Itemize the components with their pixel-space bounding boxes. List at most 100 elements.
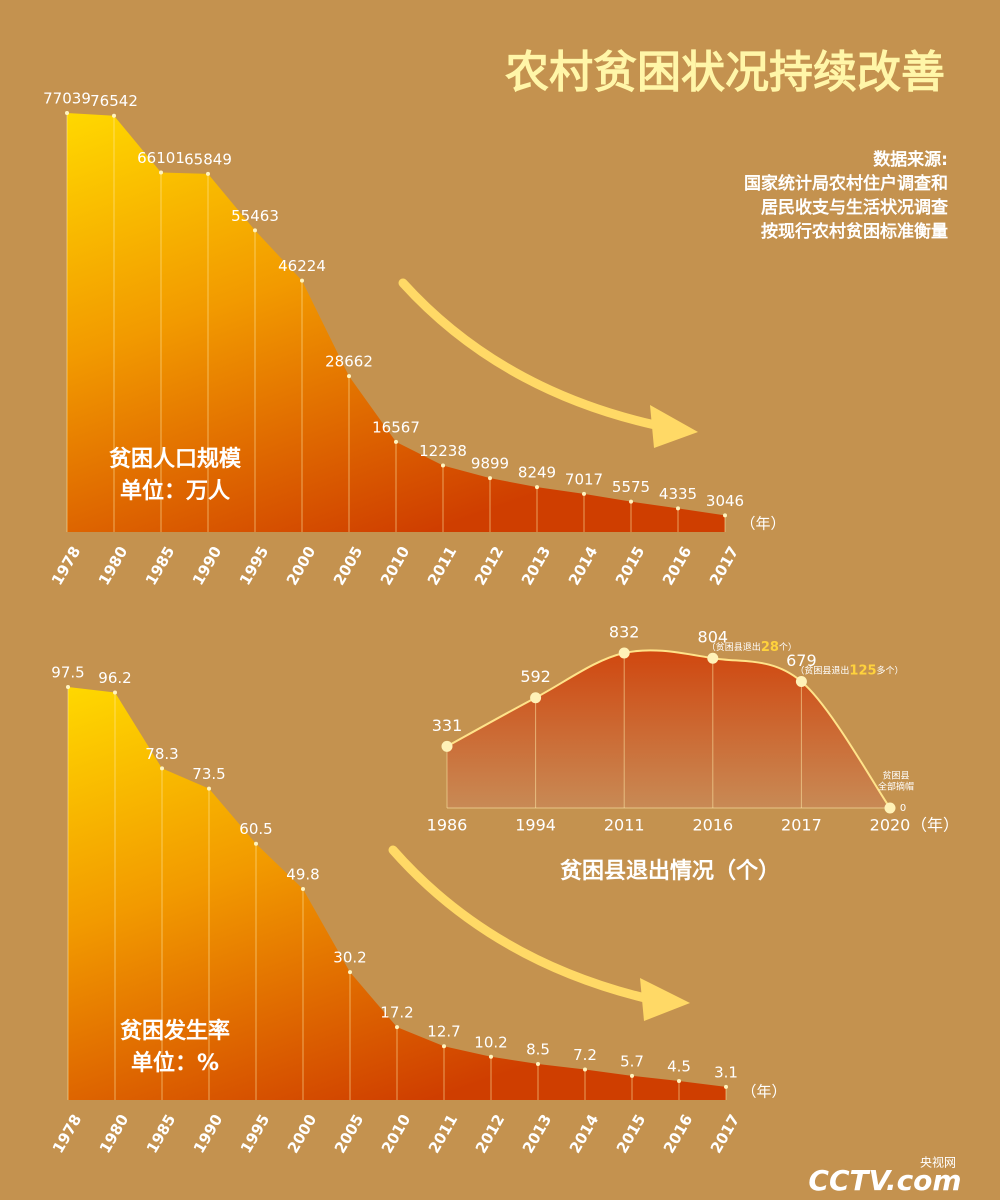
value-label: 49.8 [286, 866, 319, 884]
value-label: 78.3 [145, 745, 178, 763]
source-line: 居民收支与生活状况调查 [761, 197, 949, 218]
value-label: 17.2 [380, 1004, 413, 1022]
value-label: 5.7 [620, 1052, 644, 1070]
trend-arrow [398, 278, 698, 448]
value-label: 10.2 [474, 1033, 507, 1051]
chart-title: 贫困县退出情况（个） [560, 858, 780, 884]
line [446, 649, 891, 809]
value-label: 832 [609, 623, 640, 642]
point [629, 499, 633, 504]
point [348, 970, 352, 975]
value-label: 30.2 [333, 949, 366, 967]
note-text: （贫困县退出 [707, 641, 761, 653]
value-label: 77039 [43, 90, 91, 108]
point [206, 171, 210, 176]
area [67, 113, 725, 532]
x-tick-label: 1986 [427, 816, 468, 835]
note-line: 全部摘帽 [878, 781, 914, 793]
point [300, 278, 304, 283]
value-label: 8.5 [526, 1040, 550, 1058]
value-label: 66101 [137, 149, 185, 167]
note-number: 125 [849, 663, 876, 678]
value-label: 4335 [659, 485, 697, 503]
main-title: 农村贫困状况持续改善 [505, 47, 945, 98]
value-label: 5575 [612, 478, 650, 496]
value-label: 46224 [278, 257, 326, 275]
x-tick-label: 2020 [870, 816, 911, 835]
note-unit: 个） [779, 642, 797, 653]
x-tick-label: 2016 [692, 816, 733, 835]
area [447, 650, 890, 808]
chart-label: 贫困发生率 [120, 1018, 230, 1044]
value-label: 592 [520, 667, 551, 686]
note-unit: 多个） [877, 664, 904, 676]
note-text: （贫困县退出 [795, 664, 849, 676]
value-label: 331 [432, 716, 463, 735]
logo-name: 央视网 [920, 1155, 956, 1170]
point [112, 113, 116, 118]
point [347, 374, 351, 379]
point [676, 506, 680, 511]
unit-label: 单位：万人 [120, 478, 230, 504]
point [395, 1025, 399, 1030]
value-label: 12.7 [427, 1023, 460, 1041]
value-label: 16567 [372, 418, 420, 436]
value-label: 76542 [90, 92, 138, 110]
point [530, 692, 542, 704]
value-label: 8249 [518, 464, 556, 482]
point [884, 802, 896, 814]
value-label: 55463 [231, 207, 279, 225]
point [488, 476, 492, 481]
point [724, 1084, 728, 1089]
value-label: 804 [698, 628, 729, 647]
value-label: 12238 [419, 442, 467, 460]
note-number: 28 [761, 640, 779, 655]
point [66, 685, 70, 689]
value-label: 7.2 [573, 1046, 597, 1064]
point [159, 170, 163, 175]
x-unit: （年） [741, 1083, 786, 1101]
source-line: 按现行农村贫困标准衡量 [761, 221, 948, 242]
note: （贫困县退出125多个） [795, 663, 903, 678]
point [207, 786, 211, 791]
point [795, 676, 807, 688]
value-label: 9899 [471, 455, 509, 473]
point [394, 439, 398, 444]
point [618, 647, 630, 659]
value-label: 679 [786, 651, 817, 670]
note: （贫困县退出28个） [707, 640, 797, 655]
value-label: 3.1 [714, 1063, 738, 1081]
value-label: 0 [900, 803, 906, 814]
value-label: 3046 [706, 492, 744, 510]
x-tick-label: 2011 [604, 816, 645, 835]
point [723, 513, 727, 518]
value-label: 28662 [325, 353, 373, 371]
point [583, 1067, 587, 1072]
point [441, 740, 453, 752]
point [160, 766, 164, 771]
value-label: 7017 [565, 470, 603, 488]
point [442, 1044, 446, 1049]
point [582, 491, 586, 496]
x-unit: （年） [740, 515, 785, 533]
note-line: 贫困县 [882, 770, 909, 782]
point [253, 228, 257, 233]
value-label: 73.5 [192, 765, 225, 783]
point [630, 1073, 634, 1078]
source-line: 数据来源: [873, 149, 948, 170]
unit-label: 单位：% [131, 1050, 219, 1076]
point [254, 841, 258, 846]
point [65, 111, 69, 115]
x-tick-label: 1994 [515, 816, 556, 835]
point [489, 1054, 493, 1059]
area [68, 687, 726, 1100]
point [441, 463, 445, 468]
value-label: 96.2 [98, 669, 131, 687]
value-label: 60.5 [239, 820, 272, 838]
logo-brand: CCTV.com [808, 1164, 961, 1197]
point [536, 1061, 540, 1066]
value-label: 97.5 [51, 664, 84, 682]
point [113, 690, 117, 695]
